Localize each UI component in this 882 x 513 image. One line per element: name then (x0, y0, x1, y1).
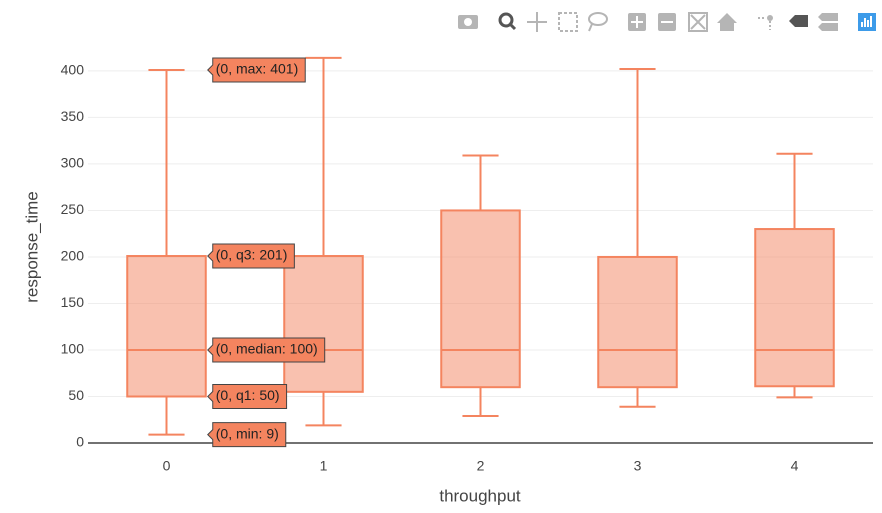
hover-label-text: (0, min: 9) (216, 425, 279, 441)
x-tick-label: 3 (634, 458, 642, 474)
hover-label: (0, min: 9) (207, 422, 287, 448)
reset-button[interactable] (717, 13, 737, 31)
box (283, 255, 364, 393)
hover-label: (0, median: 100) (207, 337, 326, 363)
y-tick-label: 350 (61, 108, 85, 124)
x-tick-label: 2 (477, 458, 485, 474)
hover-label-box (207, 422, 287, 448)
autoscale-button[interactable] (688, 12, 708, 32)
box (597, 255, 678, 389)
y-tick-label: 50 (68, 387, 84, 403)
box (126, 255, 207, 398)
y-tick-label: 400 (61, 62, 85, 78)
x-tick-label: 0 (163, 458, 171, 474)
zoom-out-button[interactable] (658, 13, 676, 31)
hover-label: (0, max: 401) (207, 57, 306, 83)
zoom-button[interactable] (498, 12, 517, 31)
zoom-in-button[interactable] (628, 13, 646, 31)
x-tick-label: 4 (791, 458, 799, 474)
box-select-button[interactable] (558, 12, 578, 32)
pan-button[interactable] (527, 12, 547, 32)
hover-label-text: (0, q1: 50) (216, 387, 280, 403)
lasso-button[interactable] (588, 12, 608, 32)
y-tick-label: 300 (61, 155, 85, 171)
spike-button[interactable] (758, 15, 773, 30)
x-tick-label: 1 (320, 458, 328, 474)
hover-label-text: (0, median: 100) (216, 341, 318, 357)
x-axis-title: throughput (439, 486, 521, 505)
hover-label-box (207, 57, 306, 83)
modebar (458, 12, 876, 32)
hover-compare-button[interactable] (818, 13, 838, 31)
y-axis-title: response_time (22, 191, 41, 303)
plotly-logo[interactable] (858, 13, 876, 31)
y-tick-label: 250 (61, 201, 85, 217)
hover-label-box (207, 383, 288, 409)
camera-button[interactable] (458, 15, 478, 29)
hover-closest-button[interactable] (789, 15, 808, 27)
hover-label-box (207, 337, 326, 363)
hover-label-box (207, 243, 295, 269)
y-tick-label: 150 (61, 294, 85, 310)
hover-label: (0, q3: 201) (207, 243, 295, 269)
y-tick-label: 100 (61, 341, 85, 357)
hover-label-text: (0, q3: 201) (216, 247, 288, 263)
box (440, 209, 521, 389)
hover-label: (0, q1: 50) (207, 383, 288, 409)
y-tick-label: 200 (61, 248, 85, 264)
y-tick-label: 0 (76, 434, 84, 450)
box (754, 228, 835, 388)
hover-label-text: (0, max: 401) (216, 61, 298, 77)
